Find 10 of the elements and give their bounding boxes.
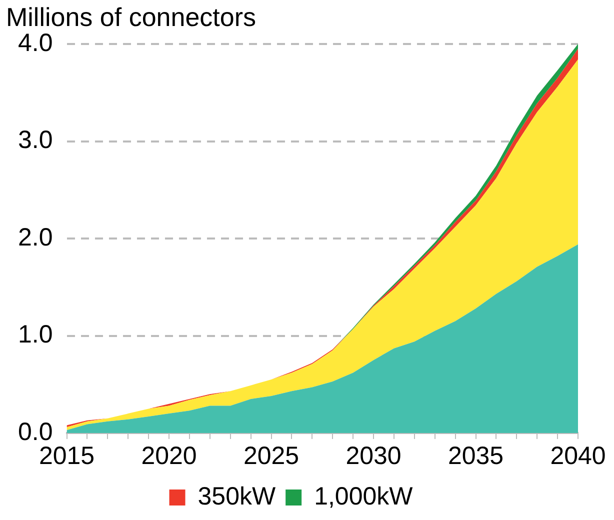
x-tick-label: 2040 bbox=[550, 442, 606, 470]
legend-label: 350kW bbox=[198, 482, 276, 510]
y-tick-label: 1.0 bbox=[18, 320, 53, 349]
y-tick-label: 2.0 bbox=[18, 223, 53, 252]
x-tick-label: 2030 bbox=[346, 442, 402, 470]
y-tick-label: 3.0 bbox=[18, 126, 53, 154]
x-tick-label: 2020 bbox=[141, 442, 197, 470]
x-tick-label: 2025 bbox=[243, 442, 300, 470]
x-tick-label: 2035 bbox=[448, 442, 504, 470]
legend-label: 1,000kW bbox=[314, 482, 414, 510]
